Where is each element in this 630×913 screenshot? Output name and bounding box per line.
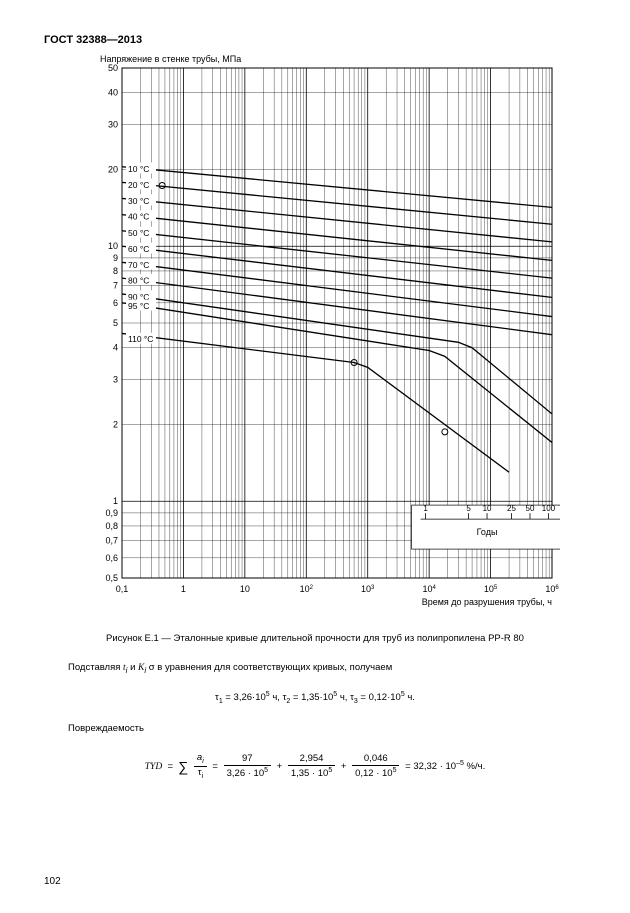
svg-text:5: 5: [113, 318, 118, 328]
tau3v: 0,12·10: [369, 692, 401, 703]
svg-text:1: 1: [181, 584, 186, 594]
sub-i2: i: [144, 666, 146, 675]
aboti: i: [201, 773, 203, 780]
svg-text:10 °C: 10 °C: [128, 164, 149, 174]
svg-text:20: 20: [108, 164, 118, 174]
equation-2: TYD = ∑ aiτi = 973,26 · 105 + 2,9541,35 …: [44, 752, 586, 781]
svg-text:Время до разрушения трубы, ч: Время до разрушения трубы, ч: [422, 597, 553, 607]
svg-text:10: 10: [240, 584, 250, 594]
svg-text:10: 10: [108, 241, 118, 251]
svg-text:30: 30: [108, 120, 118, 130]
p1-a: Подставляя: [68, 662, 123, 673]
svg-text:1: 1: [113, 496, 118, 506]
svg-text:106: 106: [545, 584, 559, 594]
svg-text:0,1: 0,1: [116, 584, 129, 594]
svg-text:0,9: 0,9: [105, 508, 118, 518]
svg-text:9: 9: [113, 253, 118, 263]
svg-text:105: 105: [484, 584, 498, 594]
u2: ч,: [337, 692, 350, 703]
and: и: [127, 662, 138, 673]
svg-text:50 °C: 50 °C: [128, 228, 149, 238]
svg-text:5: 5: [466, 504, 471, 513]
f1n: 97: [224, 753, 271, 765]
svg-text:1: 1: [423, 504, 428, 513]
svg-text:40: 40: [108, 88, 118, 98]
u1: ч,: [270, 692, 283, 703]
svg-text:4: 4: [113, 343, 118, 353]
svg-text:0,5: 0,5: [105, 573, 118, 583]
f2ds: 5: [328, 767, 332, 774]
chart-container: Напряжение в стенке трубы, МПа 50 40 30 20 1…: [80, 54, 560, 619]
svg-text:104: 104: [422, 584, 436, 594]
figure-caption: Рисунок Е.1 — Эталонные кривые длительно…: [44, 633, 586, 644]
svg-text:20 °C: 20 °C: [128, 180, 149, 190]
ress: –5: [456, 760, 464, 767]
unit: %/ч.: [464, 761, 485, 772]
svg-text:2: 2: [113, 419, 118, 429]
f2d: 1,35 · 10: [291, 768, 329, 779]
svg-text:Годы: Годы: [477, 527, 498, 537]
svg-text:110 °C: 110 °C: [128, 334, 153, 344]
svg-text:8: 8: [113, 266, 118, 276]
f1ds: 5: [264, 767, 268, 774]
f3ds: 5: [393, 767, 397, 774]
svg-text:80 °C: 80 °C: [128, 276, 149, 286]
equation-1: τ1 = 3,26·105 ч, τ2 = 1,35·105 ч, τ3 = 0…: [44, 691, 586, 705]
svg-text:40 °C: 40 °C: [128, 212, 149, 222]
svg-text:50: 50: [108, 64, 118, 73]
svg-text:0,7: 0,7: [105, 536, 118, 546]
atopi: i: [202, 758, 204, 765]
svg-text:60 °C: 60 °C: [128, 244, 149, 254]
tau3s: 5: [401, 691, 405, 698]
svg-text:6: 6: [113, 298, 118, 308]
svg-text:10: 10: [483, 504, 492, 513]
durability-chart: 50403020109876543210,90,80,70,60,50,1110…: [80, 64, 560, 614]
svg-text:70 °C: 70 °C: [128, 260, 149, 270]
tau1v: 3,26·10: [234, 692, 266, 703]
tyd-lhs: TYD: [145, 762, 162, 772]
svg-text:0,6: 0,6: [105, 553, 118, 563]
svg-text:3: 3: [113, 375, 118, 385]
tau2v: 1,35·10: [301, 692, 333, 703]
y-axis-label: Напряжение в стенке трубы, МПа: [100, 54, 560, 64]
f2n: 2,954: [288, 753, 335, 765]
svg-text:103: 103: [361, 584, 375, 594]
svg-text:7: 7: [113, 281, 118, 291]
svg-text:50: 50: [526, 504, 535, 513]
f3n: 0,046: [352, 753, 399, 765]
svg-text:30 °C: 30 °C: [128, 196, 149, 206]
svg-text:0,8: 0,8: [105, 521, 118, 531]
res: 32,32 · 10: [413, 761, 456, 772]
svg-text:102: 102: [300, 584, 314, 594]
svg-text:95 °C: 95 °C: [128, 301, 149, 311]
page-number: 102: [44, 876, 61, 887]
p1-b: в уравнения для соответствующих кривых, …: [155, 662, 393, 673]
document-title: ГОСТ 32388—2013: [44, 34, 586, 46]
svg-text:25: 25: [507, 504, 516, 513]
paragraph-2: Повреждаемость: [44, 723, 586, 734]
svg-text:100: 100: [542, 504, 556, 513]
f3d: 0,12 · 10: [355, 768, 393, 779]
paragraph-1: Подставляя ti и Ki #000000σ в уравнения …: [44, 662, 586, 675]
f1d: 3,26 · 10: [227, 768, 265, 779]
